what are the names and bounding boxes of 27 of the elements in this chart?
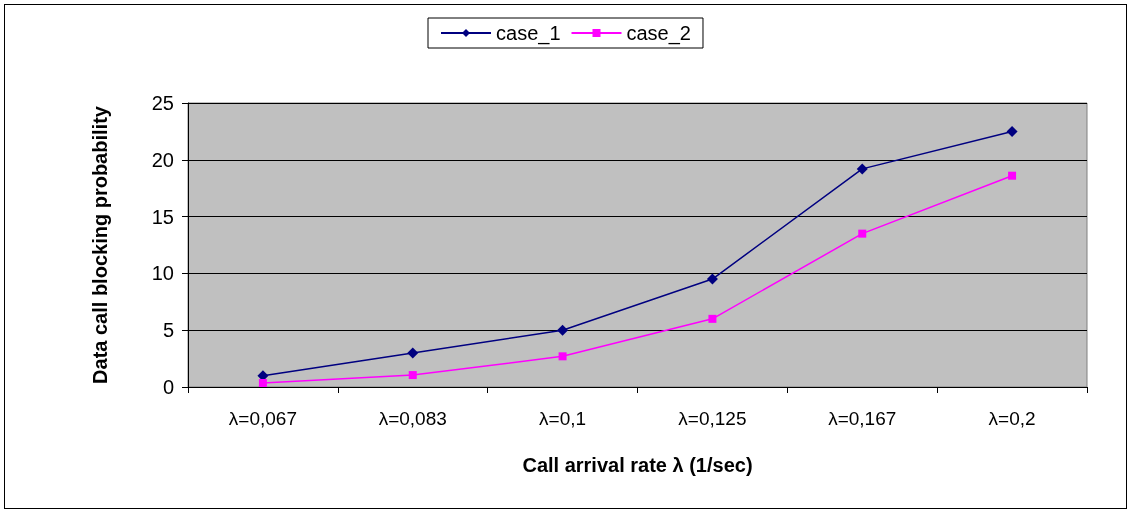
point (408, 371, 417, 380)
point (258, 379, 267, 388)
point (706, 273, 718, 285)
x-tick-label: λ=0,067 (228, 408, 297, 429)
x-tick-label: λ=0,167 (828, 408, 897, 429)
point (856, 163, 868, 175)
x-tick-label: λ=0,083 (378, 408, 447, 429)
point (558, 352, 567, 361)
y-tick-label: 20 (151, 148, 174, 171)
point (407, 347, 419, 359)
point (858, 229, 867, 238)
y-tick-label: 25 (151, 92, 174, 114)
x-tick-label: λ=0,1 (539, 408, 587, 429)
y-tick-label: 5 (162, 319, 174, 342)
legend-label: case_1 (496, 22, 561, 45)
x-tick-label: λ=0,125 (678, 408, 747, 429)
y-tick-label: 0 (162, 376, 174, 398)
x-tick-label: λ=0,2 (988, 408, 1036, 429)
x-axis-title: Call arrival rate λ (1/sec) (522, 454, 753, 476)
y-axis-title: Data call blocking probability (89, 105, 111, 384)
point (1008, 171, 1017, 180)
point (557, 324, 569, 336)
point (708, 314, 717, 323)
y-tick-label: 10 (151, 262, 174, 285)
point (1006, 125, 1018, 137)
legend-label: case_2 (626, 22, 691, 45)
y-tick-label: 15 (151, 205, 174, 228)
